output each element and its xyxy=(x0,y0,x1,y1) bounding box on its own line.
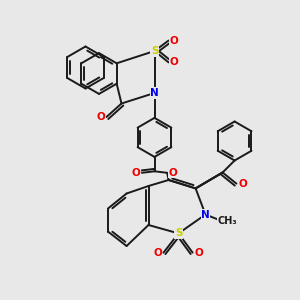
Text: O: O xyxy=(97,112,106,122)
Text: N: N xyxy=(150,88,159,98)
Text: O: O xyxy=(194,248,203,258)
Text: S: S xyxy=(151,46,158,56)
Text: S: S xyxy=(175,228,182,239)
Text: N: N xyxy=(201,209,210,220)
Text: O: O xyxy=(169,168,178,178)
Text: CH₃: CH₃ xyxy=(217,215,237,226)
Text: O: O xyxy=(169,57,178,68)
Text: O: O xyxy=(131,168,140,178)
Text: O: O xyxy=(153,248,162,258)
Text: O: O xyxy=(169,35,178,46)
Text: O: O xyxy=(238,178,247,189)
